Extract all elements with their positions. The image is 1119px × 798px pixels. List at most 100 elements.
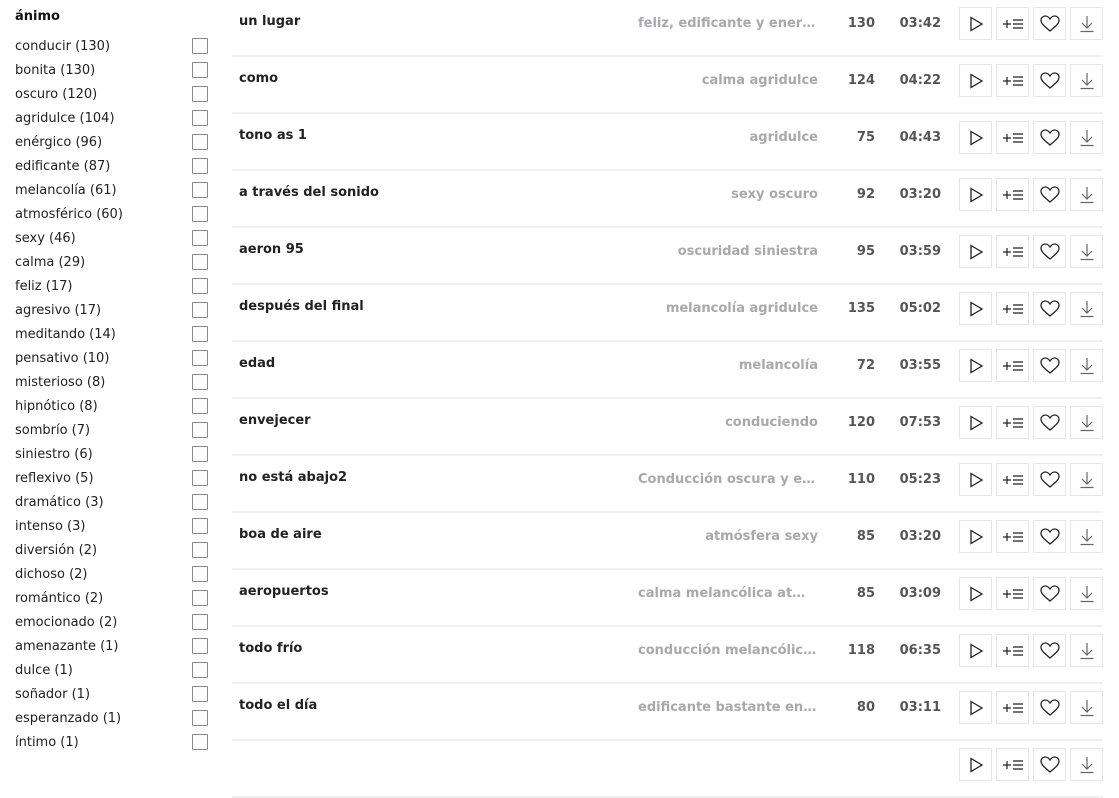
filter-item[interactable]: íntimo (1) bbox=[15, 730, 208, 754]
play-button[interactable] bbox=[959, 463, 992, 496]
filter-item[interactable]: atmosférico (60) bbox=[15, 202, 208, 226]
filter-item[interactable]: feliz (17) bbox=[15, 274, 208, 298]
filter-checkbox[interactable] bbox=[192, 710, 208, 726]
filter-item[interactable]: hipnótico (8) bbox=[15, 394, 208, 418]
track-title[interactable]: tono as 1 bbox=[239, 128, 307, 143]
filter-item[interactable]: melancolía (61) bbox=[15, 178, 208, 202]
download-button[interactable] bbox=[1070, 121, 1103, 154]
add-to-playlist-button[interactable] bbox=[996, 7, 1029, 40]
like-button[interactable] bbox=[1033, 178, 1066, 211]
add-to-playlist-button[interactable] bbox=[996, 748, 1029, 781]
download-button[interactable] bbox=[1070, 634, 1103, 667]
download-button[interactable] bbox=[1070, 178, 1103, 211]
play-button[interactable] bbox=[959, 520, 992, 553]
add-to-playlist-button[interactable] bbox=[996, 634, 1029, 667]
track-title[interactable]: envejecer bbox=[239, 413, 311, 428]
filter-checkbox[interactable] bbox=[192, 614, 208, 630]
filter-checkbox[interactable] bbox=[192, 398, 208, 414]
like-button[interactable] bbox=[1033, 520, 1066, 553]
filter-checkbox[interactable] bbox=[192, 542, 208, 558]
play-button[interactable] bbox=[959, 691, 992, 724]
like-button[interactable] bbox=[1033, 121, 1066, 154]
filter-item[interactable]: romántico (2) bbox=[15, 586, 208, 610]
add-to-playlist-button[interactable] bbox=[996, 463, 1029, 496]
filter-checkbox[interactable] bbox=[192, 206, 208, 222]
like-button[interactable] bbox=[1033, 577, 1066, 610]
filter-checkbox[interactable] bbox=[192, 182, 208, 198]
track-title[interactable]: edad bbox=[239, 356, 276, 371]
filter-item[interactable]: sexy (46) bbox=[15, 226, 208, 250]
filter-item[interactable]: dramático (3) bbox=[15, 490, 208, 514]
play-button[interactable] bbox=[959, 349, 992, 382]
filter-item[interactable]: intenso (3) bbox=[15, 514, 208, 538]
add-to-playlist-button[interactable] bbox=[996, 691, 1029, 724]
filter-checkbox[interactable] bbox=[192, 278, 208, 294]
filter-item[interactable]: calma (29) bbox=[15, 250, 208, 274]
like-button[interactable] bbox=[1033, 292, 1066, 325]
filter-item[interactable]: bonita (130) bbox=[15, 58, 208, 82]
like-button[interactable] bbox=[1033, 349, 1066, 382]
download-button[interactable] bbox=[1070, 463, 1103, 496]
filter-checkbox[interactable] bbox=[192, 590, 208, 606]
add-to-playlist-button[interactable] bbox=[996, 577, 1029, 610]
filter-checkbox[interactable] bbox=[192, 230, 208, 246]
play-button[interactable] bbox=[959, 406, 992, 439]
filter-item[interactable]: misterioso (8) bbox=[15, 370, 208, 394]
add-to-playlist-button[interactable] bbox=[996, 292, 1029, 325]
filter-item[interactable]: enérgico (96) bbox=[15, 130, 208, 154]
play-button[interactable] bbox=[959, 577, 992, 610]
track-title[interactable]: aeropuertos bbox=[239, 584, 329, 599]
add-to-playlist-button[interactable] bbox=[996, 406, 1029, 439]
download-button[interactable] bbox=[1070, 235, 1103, 268]
filter-item[interactable]: meditando (14) bbox=[15, 322, 208, 346]
filter-item[interactable]: siniestro (6) bbox=[15, 442, 208, 466]
filter-checkbox[interactable] bbox=[192, 638, 208, 654]
download-button[interactable] bbox=[1070, 349, 1103, 382]
track-title[interactable]: todo el día bbox=[239, 698, 318, 713]
filter-checkbox[interactable] bbox=[192, 38, 208, 54]
filter-item[interactable]: agridulce (104) bbox=[15, 106, 208, 130]
track-title[interactable]: no está abajo2 bbox=[239, 470, 348, 485]
download-button[interactable] bbox=[1070, 292, 1103, 325]
add-to-playlist-button[interactable] bbox=[996, 121, 1029, 154]
download-button[interactable] bbox=[1070, 7, 1103, 40]
play-button[interactable] bbox=[959, 292, 992, 325]
filter-item[interactable]: reflexivo (5) bbox=[15, 466, 208, 490]
filter-item[interactable]: agresivo (17) bbox=[15, 298, 208, 322]
filter-checkbox[interactable] bbox=[192, 326, 208, 342]
filter-item[interactable]: diversión (2) bbox=[15, 538, 208, 562]
filter-item[interactable]: sombrío (7) bbox=[15, 418, 208, 442]
filter-item[interactable]: pensativo (10) bbox=[15, 346, 208, 370]
filter-checkbox[interactable] bbox=[192, 662, 208, 678]
like-button[interactable] bbox=[1033, 406, 1066, 439]
filter-item[interactable]: soñador (1) bbox=[15, 682, 208, 706]
track-title[interactable]: como bbox=[239, 71, 279, 86]
filter-checkbox[interactable] bbox=[192, 302, 208, 318]
filter-checkbox[interactable] bbox=[192, 494, 208, 510]
track-title[interactable]: después del final bbox=[239, 299, 364, 314]
track-title[interactable]: aeron 95 bbox=[239, 242, 304, 257]
filter-checkbox[interactable] bbox=[192, 446, 208, 462]
track-title[interactable]: un lugar bbox=[239, 14, 301, 29]
filter-item[interactable]: dulce (1) bbox=[15, 658, 208, 682]
filter-checkbox[interactable] bbox=[192, 566, 208, 582]
play-button[interactable] bbox=[959, 235, 992, 268]
filter-checkbox[interactable] bbox=[192, 62, 208, 78]
add-to-playlist-button[interactable] bbox=[996, 64, 1029, 97]
like-button[interactable] bbox=[1033, 64, 1066, 97]
track-title[interactable]: a través del sonido bbox=[239, 185, 379, 200]
filter-checkbox[interactable] bbox=[192, 254, 208, 270]
download-button[interactable] bbox=[1070, 577, 1103, 610]
play-button[interactable] bbox=[959, 64, 992, 97]
download-button[interactable] bbox=[1070, 691, 1103, 724]
filter-item[interactable]: dichoso (2) bbox=[15, 562, 208, 586]
filter-item[interactable]: edificante (87) bbox=[15, 154, 208, 178]
download-button[interactable] bbox=[1070, 406, 1103, 439]
add-to-playlist-button[interactable] bbox=[996, 349, 1029, 382]
play-button[interactable] bbox=[959, 178, 992, 211]
like-button[interactable] bbox=[1033, 7, 1066, 40]
filter-item[interactable]: conducir (130) bbox=[15, 34, 208, 58]
play-button[interactable] bbox=[959, 748, 992, 781]
filter-checkbox[interactable] bbox=[192, 110, 208, 126]
play-button[interactable] bbox=[959, 634, 992, 667]
